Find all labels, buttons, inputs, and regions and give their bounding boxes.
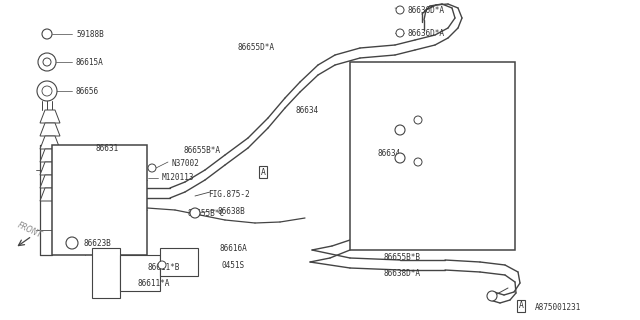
Polygon shape — [40, 110, 60, 123]
Text: 86638B: 86638B — [218, 206, 246, 215]
Text: A: A — [260, 167, 266, 177]
Bar — [160, 248, 198, 276]
Circle shape — [43, 58, 51, 66]
Circle shape — [395, 153, 405, 163]
Text: 86611*B: 86611*B — [148, 263, 180, 273]
Circle shape — [38, 53, 56, 71]
Text: FIG.875-2: FIG.875-2 — [208, 189, 250, 198]
Text: 86655B*C: 86655B*C — [188, 209, 225, 218]
Circle shape — [190, 208, 200, 218]
Bar — [52, 145, 147, 255]
Text: 86611*A: 86611*A — [138, 278, 170, 287]
Circle shape — [396, 29, 404, 37]
Text: A875001231: A875001231 — [535, 303, 581, 313]
Text: N37002: N37002 — [172, 158, 200, 167]
Text: 86623B: 86623B — [83, 238, 111, 247]
Circle shape — [37, 81, 57, 101]
Text: 86631: 86631 — [95, 143, 118, 153]
Text: A: A — [518, 301, 524, 310]
Circle shape — [66, 237, 78, 249]
Text: 86656: 86656 — [76, 86, 99, 95]
Circle shape — [42, 86, 52, 96]
Text: 86655D*A: 86655D*A — [238, 43, 275, 52]
Bar — [350, 62, 515, 250]
Text: 86636D*A: 86636D*A — [407, 28, 444, 37]
Circle shape — [148, 164, 156, 172]
Text: M120113: M120113 — [162, 172, 195, 181]
Text: 86655B*A: 86655B*A — [183, 146, 220, 155]
Circle shape — [396, 6, 404, 14]
Circle shape — [42, 29, 52, 39]
Circle shape — [487, 291, 497, 301]
Text: 59188B: 59188B — [76, 29, 104, 38]
Text: 86616A: 86616A — [220, 244, 248, 252]
Circle shape — [414, 116, 422, 124]
Text: 86634: 86634 — [378, 148, 401, 157]
Text: 86638D*A: 86638D*A — [383, 268, 420, 277]
Polygon shape — [40, 149, 60, 162]
Text: 86615A: 86615A — [76, 58, 104, 67]
Polygon shape — [40, 188, 60, 201]
Polygon shape — [40, 136, 60, 149]
Circle shape — [395, 125, 405, 135]
Polygon shape — [40, 162, 60, 175]
Text: 86634: 86634 — [295, 106, 318, 115]
Text: FRONT: FRONT — [16, 220, 44, 240]
Circle shape — [414, 158, 422, 166]
Text: 86655B*B: 86655B*B — [383, 253, 420, 262]
Text: 86636D*A: 86636D*A — [407, 5, 444, 14]
Polygon shape — [40, 175, 60, 188]
Polygon shape — [40, 123, 60, 136]
Circle shape — [158, 261, 166, 269]
Bar — [92, 248, 120, 298]
Text: 0451S: 0451S — [222, 260, 245, 269]
Bar — [120, 255, 160, 291]
